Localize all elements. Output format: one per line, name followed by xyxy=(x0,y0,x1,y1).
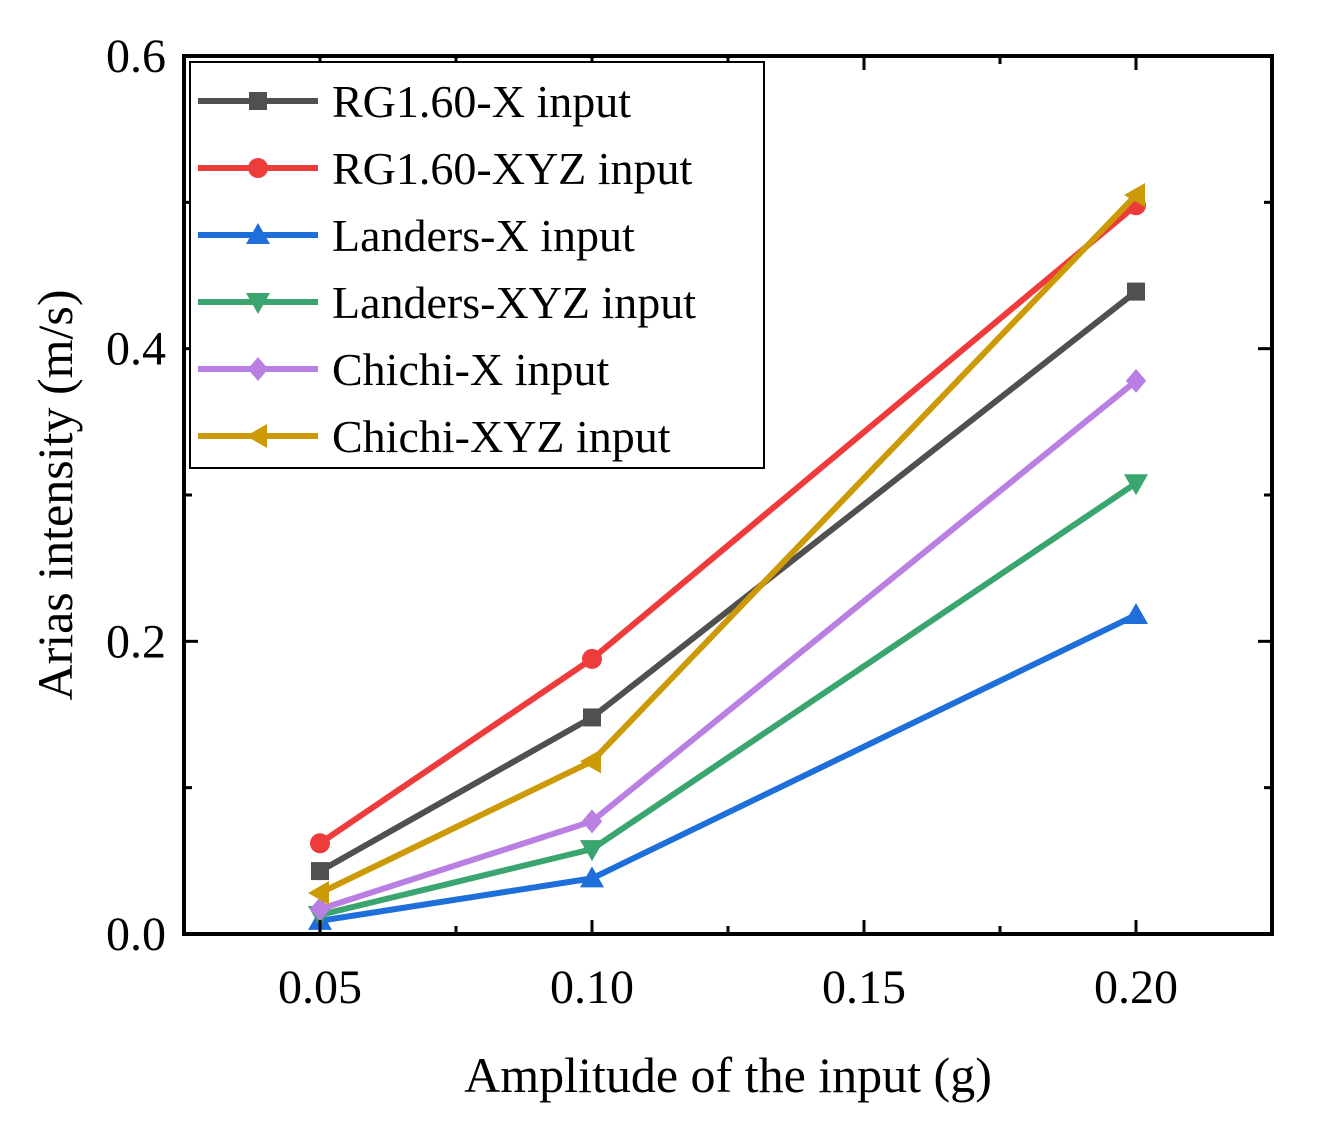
legend-label: Chichi-X input xyxy=(332,344,609,395)
legend-marker xyxy=(248,158,268,178)
legend-marker xyxy=(247,357,269,381)
series-0 xyxy=(311,282,1145,881)
data-point xyxy=(580,866,604,888)
legend-entry: RG1.60-XYZ input xyxy=(198,143,693,194)
legend-entry: RG1.60-X input xyxy=(198,76,631,127)
legend-marker xyxy=(246,223,270,244)
x-tick-label: 0.10 xyxy=(550,961,634,1014)
data-point xyxy=(1127,282,1145,301)
data-point xyxy=(583,708,601,727)
legend-box xyxy=(189,61,765,469)
y-tick-label: 0.0 xyxy=(106,908,166,961)
axis-layer: 0.05 0.10 0.15 0.20 0.0 0.2 0.4 0.6 xyxy=(106,30,1272,1014)
legend-label: RG1.60-X input xyxy=(332,76,631,127)
legend-entry: Landers-XYZ input xyxy=(198,277,696,328)
series-4 xyxy=(309,368,1147,922)
data-point xyxy=(580,840,604,862)
x-tick-label: 0.20 xyxy=(1094,961,1178,1014)
x-tick-label: 0.15 xyxy=(822,961,906,1014)
data-point xyxy=(580,749,601,774)
data-point xyxy=(311,862,329,881)
legend-label: Landers-XYZ input xyxy=(332,277,696,328)
legend-label: Landers-X input xyxy=(332,210,635,261)
data-point xyxy=(310,833,330,854)
legend-marker xyxy=(246,424,267,448)
y-tick-label: 0.4 xyxy=(106,323,166,376)
data-point xyxy=(581,809,603,834)
legend-label: Chichi-XYZ input xyxy=(332,411,671,462)
series-5 xyxy=(308,183,1145,906)
legend-entry: Chichi-X input xyxy=(198,344,609,395)
legend: RG1.60-X input RG1.60-XYZ input Landers-X … xyxy=(189,61,765,469)
y-tick-label: 0.2 xyxy=(106,615,166,668)
y-axis-title: Arias intensity (m/s) xyxy=(27,289,83,700)
legend-label: RG1.60-XYZ input xyxy=(332,143,693,194)
series-line xyxy=(319,612,1138,924)
y-tick-label: 0.6 xyxy=(106,30,166,83)
x-axis-title: Amplitude of the input (g) xyxy=(464,1047,992,1103)
data-point xyxy=(1124,602,1148,624)
data-point xyxy=(1124,183,1145,208)
x-tick-label: 0.05 xyxy=(278,961,362,1014)
legend-marker xyxy=(246,293,270,314)
data-point xyxy=(582,648,602,669)
data-point xyxy=(308,881,329,906)
data-point xyxy=(1125,368,1147,393)
legend-marker xyxy=(249,92,267,110)
series-layer xyxy=(308,183,1148,930)
data-point xyxy=(309,897,331,922)
legend-entry: Chichi-XYZ input xyxy=(198,411,671,462)
data-point xyxy=(1124,474,1148,496)
legend-entry: Landers-X input xyxy=(198,210,635,261)
